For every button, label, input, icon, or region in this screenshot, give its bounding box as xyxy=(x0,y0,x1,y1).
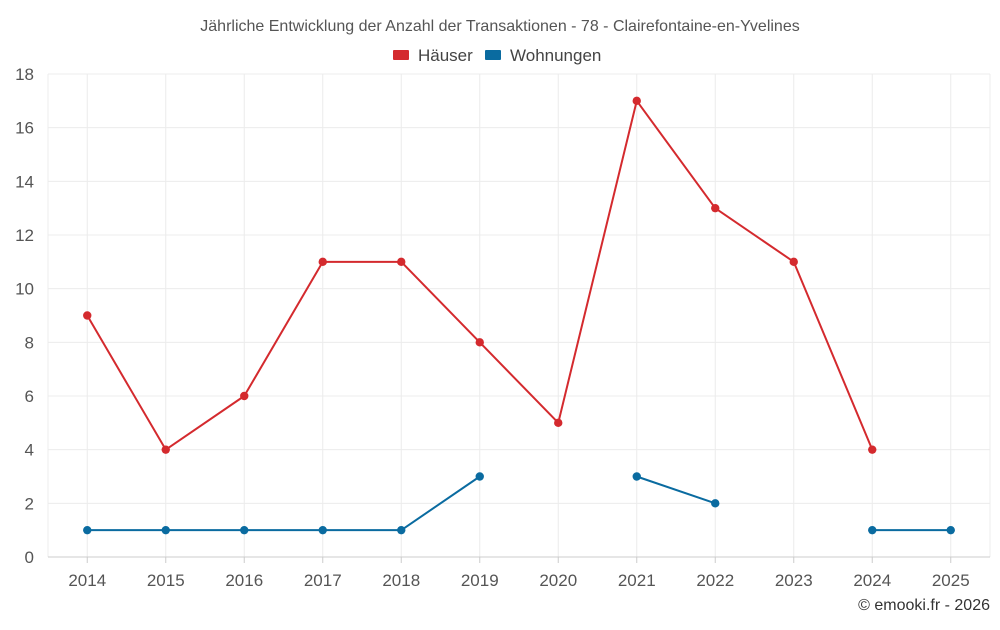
credit-text: © emooki.fr - 2026 xyxy=(858,597,990,614)
x-tick-label-2019: 2019 xyxy=(461,571,499,590)
x-tick-label-2023: 2023 xyxy=(775,571,813,590)
point-wohnungen-2024[interactable] xyxy=(868,525,877,535)
legend-item-wohnungen[interactable]: Wohnungen xyxy=(485,46,601,65)
x-axis: 2014 2015 2016 2017 2018 2019 2020 2021 2022 2023… xyxy=(48,556,990,590)
y-tick-label-8: 8 xyxy=(25,333,34,352)
point-wohnungen-2021[interactable] xyxy=(632,472,641,481)
point-haeuser-2014[interactable] xyxy=(83,311,92,320)
x-tick-label-2022: 2022 xyxy=(696,571,734,590)
point-haeuser-2015[interactable] xyxy=(161,445,170,454)
y-tick-label-2: 2 xyxy=(25,494,34,513)
x-tick-label-2021: 2021 xyxy=(618,571,656,590)
series-wohnungen xyxy=(83,472,955,535)
y-tick-label-18: 18 xyxy=(15,65,34,84)
x-tick-label-2016: 2016 xyxy=(225,571,263,590)
point-wohnungen-2016[interactable] xyxy=(240,525,249,535)
series-line-wohnungen-0 xyxy=(87,475,481,532)
y-tick-label-14: 14 xyxy=(15,172,34,191)
series-haeuser xyxy=(83,96,877,454)
point-haeuser-2016[interactable] xyxy=(240,391,249,401)
y-tick-label-4: 4 xyxy=(25,441,34,460)
point-wohnungen-2014[interactable] xyxy=(83,525,92,535)
legend-swatch-wohnungen xyxy=(485,50,501,60)
x-tick-label-2017: 2017 xyxy=(304,571,342,590)
y-tick-label-6: 6 xyxy=(25,387,34,406)
point-wohnungen-2015[interactable] xyxy=(161,525,170,535)
y-axis: 0 2 4 6 8 10 12 14 16 18 xyxy=(15,65,49,567)
point-wohnungen-2025[interactable] xyxy=(946,525,955,535)
y-tick-label-16: 16 xyxy=(15,119,34,138)
legend-swatch-haeuser xyxy=(393,50,409,60)
point-haeuser-2019[interactable] xyxy=(475,338,484,347)
point-haeuser-2017[interactable] xyxy=(318,257,327,267)
series-layer xyxy=(83,96,955,535)
y-tick-label-12: 12 xyxy=(15,226,34,245)
point-wohnungen-2019[interactable] xyxy=(475,472,484,481)
x-tick-label-2015: 2015 xyxy=(147,571,185,590)
point-wohnungen-2017[interactable] xyxy=(318,525,327,535)
point-haeuser-2020[interactable] xyxy=(554,418,563,428)
point-haeuser-2018[interactable] xyxy=(397,257,406,267)
x-tick-label-2025: 2025 xyxy=(932,571,970,590)
point-haeuser-2022[interactable] xyxy=(711,203,720,213)
legend-label-wohnungen: Wohnungen xyxy=(510,46,601,65)
x-tick-label-2014: 2014 xyxy=(68,571,106,590)
y-tick-label-0: 0 xyxy=(25,548,34,567)
x-tick-label-2024: 2024 xyxy=(853,571,891,590)
x-tick-label-2018: 2018 xyxy=(382,571,420,590)
point-wohnungen-2022[interactable] xyxy=(711,499,720,508)
chart-title: Jährliche Entwicklung der Anzahl der Tra… xyxy=(200,18,799,35)
legend-item-haeuser[interactable]: Häuser xyxy=(393,46,473,65)
series-line-wohnungen-1 xyxy=(636,475,716,505)
point-haeuser-2021[interactable] xyxy=(632,96,641,106)
point-haeuser-2023[interactable] xyxy=(789,257,798,267)
x-tick-label-2020: 2020 xyxy=(539,571,577,590)
point-haeuser-2024[interactable] xyxy=(868,445,877,454)
point-wohnungen-2018[interactable] xyxy=(397,525,406,535)
grid xyxy=(48,73,991,557)
y-tick-label-10: 10 xyxy=(15,280,34,299)
legend-label-haeuser: Häuser xyxy=(418,46,473,65)
legend: Häuser Wohnungen xyxy=(393,46,601,65)
